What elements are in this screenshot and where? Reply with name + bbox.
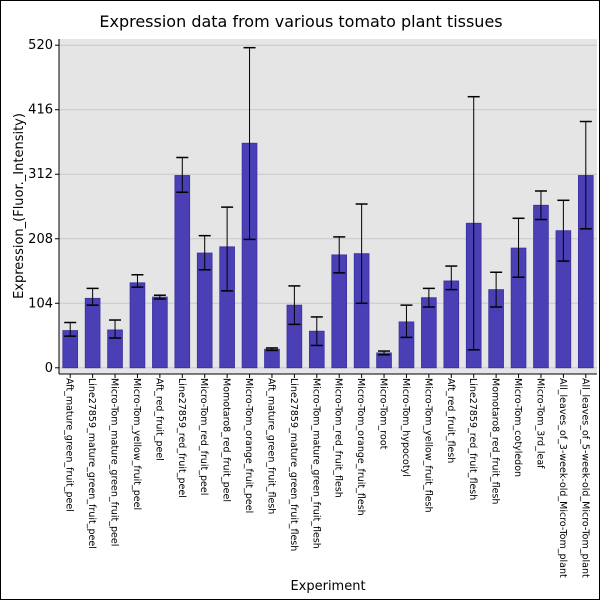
x-tick-label: Aft_red_fruit_flesh: [445, 378, 456, 463]
x-tick-label: Micro-Tom_root: [378, 378, 389, 450]
bar: [129, 282, 146, 369]
y-axis-ticks: 0 104 208 312 416 520: [28, 38, 59, 376]
y-tick-label: 0: [45, 361, 53, 376]
x-tick-label: Line27859_red_fruit_peel: [176, 378, 187, 498]
x-axis-label: Experiment: [290, 579, 365, 594]
x-tick-label: Micro-Tom_mature_green_fruit_flesh: [310, 378, 321, 549]
x-tick-label: Micro-Tom_3rd_leaf: [534, 378, 545, 469]
bar: [174, 175, 191, 369]
x-tick-label: Micro-Tom_orange_fruit_flesh: [355, 378, 366, 516]
x-tick-label: Line27859_mature_green_fruit_peel: [86, 378, 97, 549]
x-tick-label: Micro-Tom_hypocotyl: [400, 378, 411, 477]
grid-lines: [59, 44, 597, 369]
x-tick-label: Micro-Tom_red_fruit_peel: [198, 378, 209, 495]
x-tick-label: Micro-Tom_red_fruit_flesh: [333, 378, 344, 498]
x-tick-label: Line27859_mature_green_fruit_flesh: [288, 378, 299, 551]
x-tick-label: Micro-Tom_yellow_fruit_flesh: [422, 378, 433, 513]
bar: [264, 348, 280, 369]
bar: [533, 204, 549, 369]
x-tick-label: Aft_mature_green_fruit_flesh: [265, 378, 276, 514]
x-tick-label: Micro-Tom_yellow_fruit_peel: [131, 378, 142, 510]
x-tick-label: All_leaves_of_3-week-old_Micro-Tom_plant: [557, 378, 568, 578]
bar: [443, 280, 460, 369]
x-tick-label: Momotaro8_red_fruit_peel: [221, 378, 232, 502]
x-axis-ticks: Aft_mature_green_fruit_peel Line27859_mat…: [64, 374, 590, 578]
x-tick-label: Micro-Tom_orange_fruit_peel: [243, 378, 254, 513]
x-tick-label: Momotaro8_red_fruit_flesh: [490, 378, 501, 504]
chart-title: Expression data from various tomato plan…: [99, 12, 502, 31]
y-tick-label: 104: [28, 296, 53, 311]
error-bars: [64, 46, 592, 356]
x-tick-label: All_leaves_of_5-week-old_Micro-Tom_plant: [579, 378, 590, 578]
y-tick-label: 520: [28, 38, 53, 53]
x-tick-label: Micro-Tom_cotyledon: [512, 378, 523, 477]
y-tick-label: 416: [28, 103, 53, 118]
bar: [421, 297, 437, 369]
y-axis-label: Expression_(Fluor._Intensity): [12, 113, 27, 299]
y-tick-label: 312: [28, 167, 53, 182]
plot-area: [59, 39, 597, 374]
bar: [152, 296, 168, 369]
x-tick-label: Line27859_red_fruit_flesh: [467, 378, 478, 500]
bar: [84, 297, 101, 369]
x-tick-label: Micro-Tom_mature_green_fruit_peel: [109, 378, 120, 546]
x-tick-label: Aft_red_fruit_peel: [153, 378, 164, 461]
x-tick-label: Aft_mature_green_fruit_peel: [64, 378, 75, 512]
y-tick-label: 208: [28, 232, 53, 247]
